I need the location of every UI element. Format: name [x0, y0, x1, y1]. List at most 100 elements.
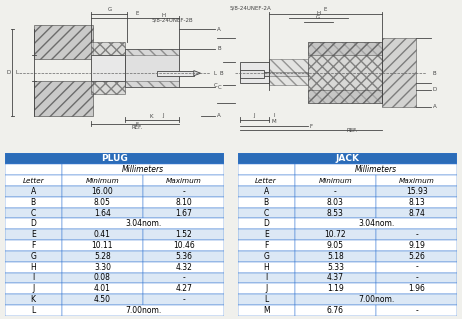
Bar [5, 240, 62, 251]
Bar [143, 175, 225, 186]
Bar [237, 164, 295, 175]
Text: 4.32: 4.32 [175, 263, 192, 271]
Bar [237, 186, 295, 197]
Bar [237, 251, 295, 262]
Bar [143, 283, 225, 294]
Text: 8.74: 8.74 [408, 209, 425, 218]
Bar [143, 240, 225, 251]
Text: 5/8-24UNEF-2B: 5/8-24UNEF-2B [152, 17, 193, 22]
Text: -: - [334, 187, 337, 196]
Bar [143, 186, 225, 197]
Bar [5, 175, 62, 186]
Text: REF.: REF. [131, 125, 142, 130]
Text: -: - [415, 273, 418, 282]
Text: 4.27: 4.27 [175, 284, 192, 293]
Text: A: A [217, 26, 221, 32]
Text: H: H [263, 263, 269, 271]
Bar [376, 175, 457, 186]
Text: B: B [433, 71, 437, 76]
Text: 1.19: 1.19 [327, 284, 344, 293]
Bar [295, 262, 376, 272]
Bar [91, 42, 125, 55]
Text: 5.28: 5.28 [94, 252, 111, 261]
Text: B: B [217, 47, 221, 51]
Text: 16.00: 16.00 [91, 187, 113, 196]
Bar [295, 164, 457, 175]
Bar [62, 229, 143, 240]
Text: A: A [217, 113, 221, 118]
Text: I: I [274, 113, 275, 118]
Text: E: E [31, 230, 36, 239]
Bar [62, 208, 143, 219]
Bar [295, 208, 376, 219]
Text: E: E [323, 7, 327, 12]
Text: -: - [415, 306, 418, 315]
Text: PLUG: PLUG [101, 154, 128, 163]
Bar [237, 219, 295, 229]
Text: H: H [161, 13, 165, 18]
Text: E: E [264, 230, 268, 239]
Bar [5, 197, 62, 208]
Bar [5, 272, 62, 283]
Text: M: M [272, 119, 276, 124]
Bar [143, 208, 225, 219]
Text: C: C [30, 209, 36, 218]
Text: 1.67: 1.67 [175, 209, 192, 218]
Text: C: C [263, 209, 269, 218]
Text: H: H [30, 263, 36, 271]
Bar [376, 208, 457, 219]
Text: E: E [135, 11, 139, 16]
Bar [5, 153, 225, 164]
Bar [295, 272, 376, 283]
Text: Letter: Letter [22, 178, 44, 183]
Bar [5, 294, 62, 305]
Bar [62, 305, 225, 316]
Text: 1.64: 1.64 [94, 209, 111, 218]
Text: 10.46: 10.46 [173, 241, 195, 250]
Bar [34, 81, 93, 115]
Bar [62, 164, 225, 175]
Bar [295, 294, 457, 305]
Bar [376, 197, 457, 208]
Bar [237, 305, 295, 316]
Text: G: G [316, 16, 320, 20]
Text: -: - [182, 273, 185, 282]
Bar [295, 219, 457, 229]
Bar [91, 55, 125, 81]
Bar [157, 70, 194, 76]
Text: 8.13: 8.13 [408, 198, 425, 207]
Bar [237, 272, 295, 283]
Bar [5, 164, 62, 175]
Text: Maximum: Maximum [399, 178, 435, 183]
Text: 15.93: 15.93 [406, 187, 428, 196]
Bar [240, 62, 269, 83]
Bar [62, 283, 143, 294]
Bar [62, 262, 143, 272]
Text: -: - [415, 263, 418, 271]
Text: J: J [163, 113, 164, 118]
Bar [91, 81, 125, 94]
Bar [295, 251, 376, 262]
Text: 8.05: 8.05 [94, 198, 111, 207]
Text: G: G [263, 252, 269, 261]
Bar [5, 283, 62, 294]
Bar [295, 305, 376, 316]
Text: J: J [265, 284, 267, 293]
Text: Millimeters: Millimeters [355, 165, 397, 174]
Bar [5, 229, 62, 240]
Bar [237, 175, 295, 186]
Text: I: I [265, 273, 267, 282]
Text: A: A [433, 104, 437, 109]
Text: Maximum: Maximum [166, 178, 202, 183]
Text: 4.37: 4.37 [327, 273, 344, 282]
Bar [62, 186, 143, 197]
Bar [240, 72, 309, 76]
Text: -: - [415, 230, 418, 239]
Text: F: F [135, 122, 139, 127]
Text: B: B [30, 198, 36, 207]
Text: 10.72: 10.72 [325, 230, 346, 239]
Text: D: D [433, 87, 437, 92]
Bar [5, 208, 62, 219]
Bar [295, 240, 376, 251]
Bar [237, 197, 295, 208]
